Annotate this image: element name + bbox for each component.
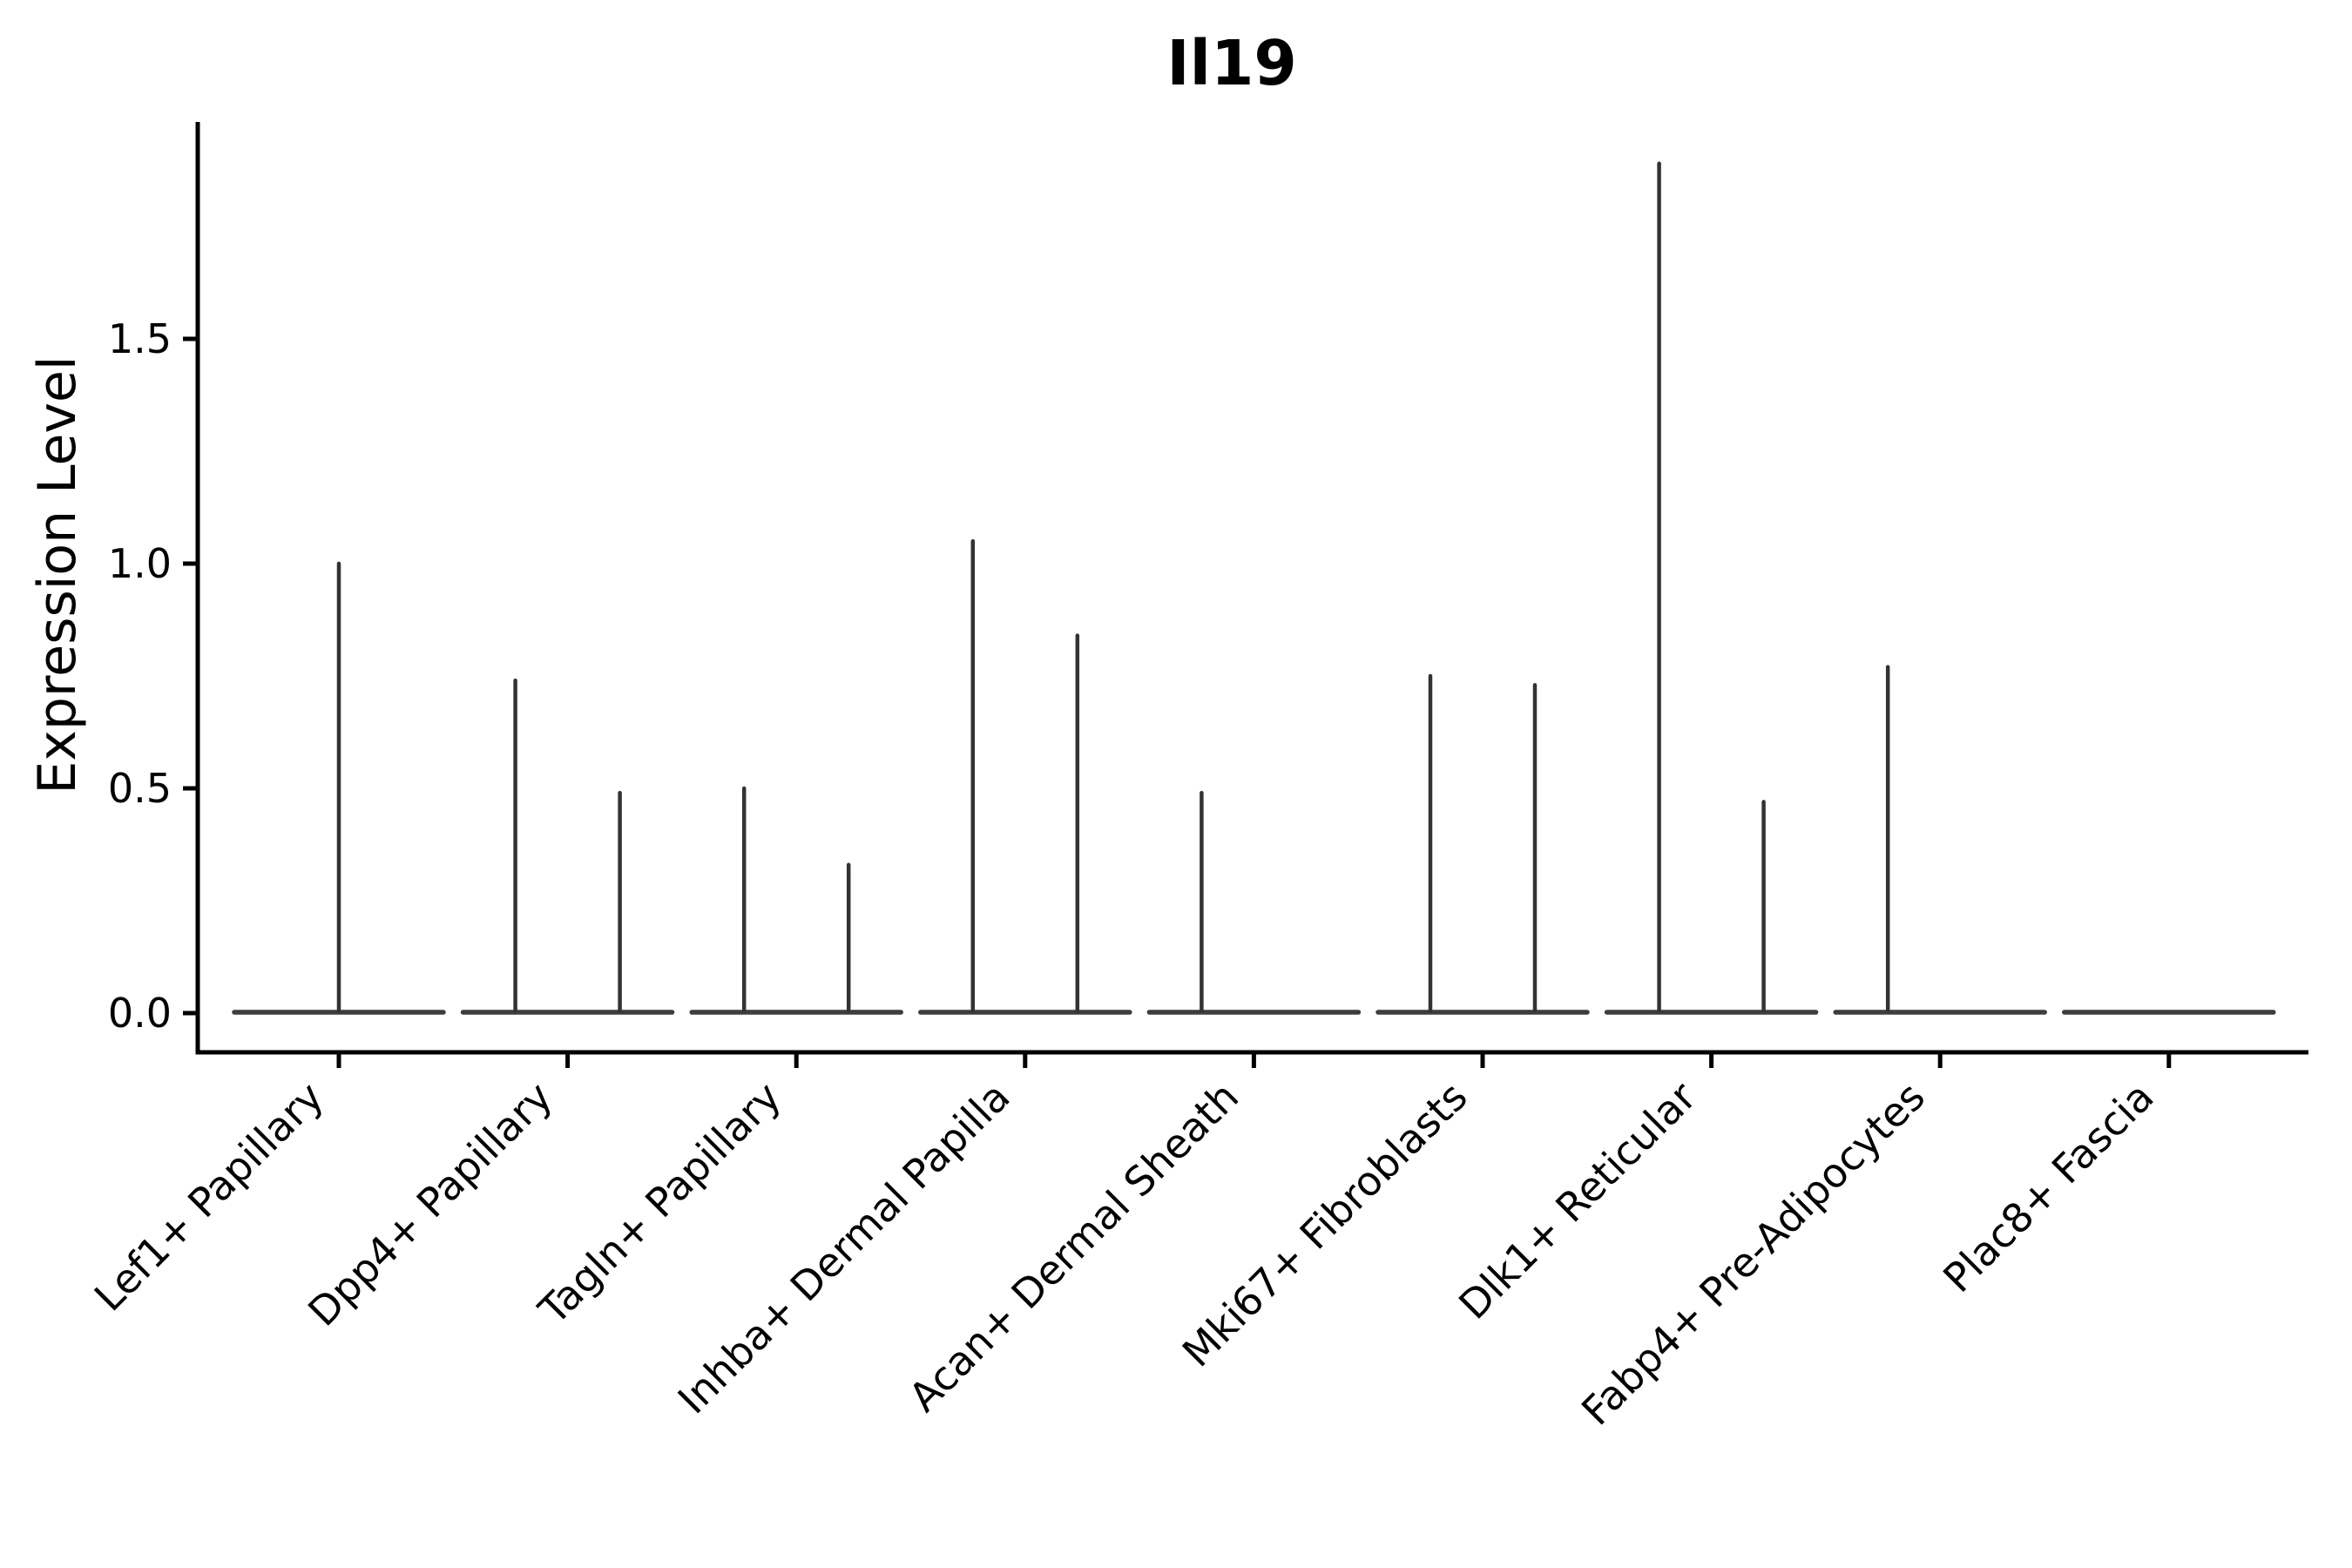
y-tick-label: 1.0 (108, 540, 172, 587)
y-tick-label: 0.5 (108, 765, 172, 812)
x-tick-label: Dlk1+ Reticular (1450, 1073, 1705, 1328)
y-axis-label: Expression Level (27, 355, 88, 794)
violin-group (689, 786, 903, 1015)
violin-group (918, 538, 1132, 1015)
x-tick-label: Plac8+ Fascia (1934, 1073, 2162, 1301)
y-tick-label: 0.0 (108, 990, 172, 1037)
x-tick-label: Dpp4+ Papillary (299, 1073, 561, 1335)
violin-group (1604, 161, 1819, 1015)
y-tick-labels: 0.0 0.5 1.0 1.5 (108, 315, 172, 1037)
axes-spines (195, 122, 2308, 1055)
violins (232, 161, 2276, 1015)
violin-group (1833, 665, 2047, 1015)
y-ticks (183, 336, 198, 1016)
x-tick-label: Lef1+ Papillary (85, 1073, 333, 1321)
y-tick-label: 1.5 (108, 315, 172, 362)
violin-group (1146, 790, 1362, 1015)
x-ticks (336, 1052, 2172, 1068)
plot-title: Il19 (1166, 27, 1297, 99)
x-tick-label: Tagln+ Papillary (529, 1073, 790, 1335)
violin-group (1375, 673, 1590, 1015)
violin-group (460, 678, 675, 1015)
violin-group (232, 561, 446, 1015)
